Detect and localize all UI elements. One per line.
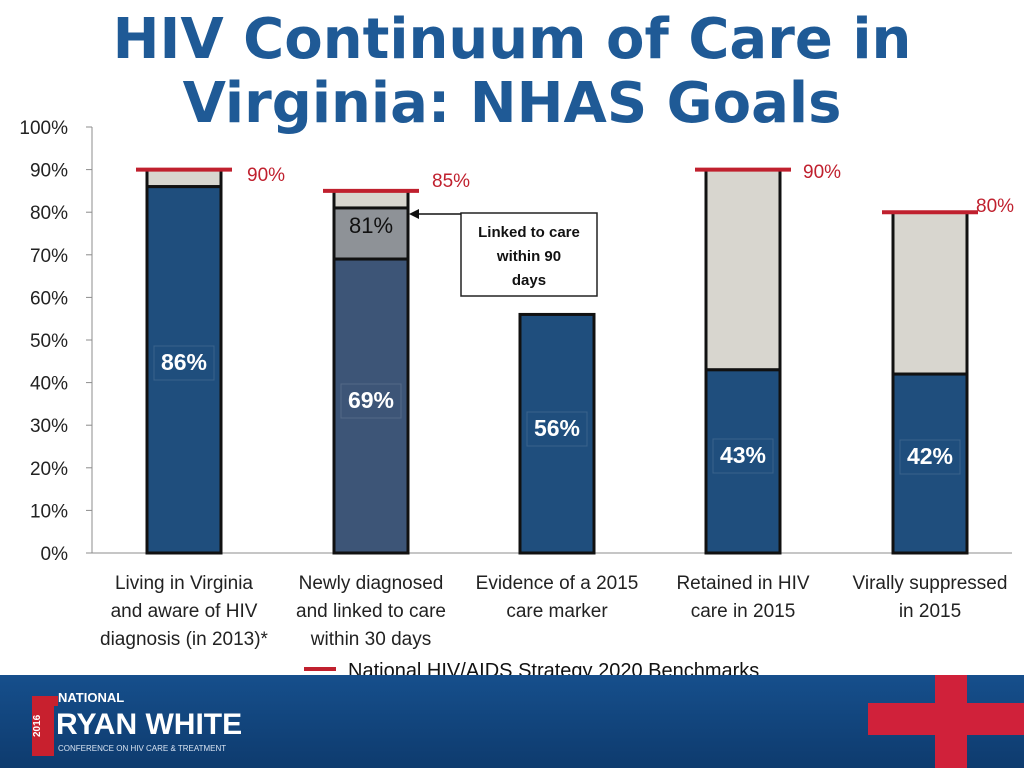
logo-bar-horizontal — [46, 696, 58, 706]
footer-band — [0, 675, 1024, 768]
y-tick-label: 20% — [30, 459, 68, 480]
value-label: 69% — [348, 387, 394, 413]
y-tick-label: 60% — [30, 288, 68, 309]
annotation-line: Linked to care — [478, 224, 580, 241]
value-label: 56% — [534, 415, 580, 441]
annotation-arrow-head — [409, 209, 419, 219]
y-tick-label: 0% — [41, 544, 69, 565]
logo-year: 2016 — [32, 696, 46, 756]
bar-main-segment — [332, 257, 410, 555]
category-label: Virally suppressed — [853, 573, 1008, 594]
y-tick-label: 10% — [30, 501, 68, 522]
category-label: diagnosis (in 2013)* — [100, 629, 269, 650]
annotation-line: days — [512, 272, 546, 289]
y-tick-label: 90% — [30, 161, 68, 182]
category-label: Evidence of a 2015 — [476, 573, 639, 594]
logo-bar-vertical — [46, 696, 54, 756]
ryan-white-logo: 2016 NATIONAL RYAN WHITE CONFERENCE ON H… — [32, 688, 252, 758]
title-line-1: HIV Continuum of Care in — [112, 7, 912, 72]
category-label: within 30 days — [310, 629, 431, 650]
bar-gap-segment — [145, 168, 223, 189]
slide-title: HIV Continuum of Care in Virginia: NHAS … — [0, 8, 1024, 136]
value-label: 86% — [161, 349, 207, 375]
category-label: Living in Virginia — [115, 573, 253, 594]
bar-gap-segment — [891, 210, 969, 376]
value-label: 43% — [720, 442, 766, 468]
decorative-cross-horizontal — [868, 703, 1024, 735]
benchmark-label: 90% — [247, 165, 285, 186]
bar-main-segment — [518, 312, 596, 555]
bar-main-segment — [145, 185, 223, 555]
value-label-box — [340, 383, 402, 419]
value-label-box — [899, 439, 961, 475]
value-label-box — [526, 411, 588, 447]
category-label: Newly diagnosed — [299, 573, 444, 594]
category-label: and linked to care — [296, 601, 446, 622]
category-label: care marker — [506, 601, 608, 622]
logo-sub-text: CONFERENCE ON HIV CARE & TREATMENT — [58, 744, 227, 753]
category-label: Retained in HIV — [676, 573, 809, 594]
category-label: and aware of HIV — [111, 601, 258, 622]
value-label: 42% — [907, 443, 953, 469]
logo-main-text: RYAN WHITE — [56, 708, 243, 741]
bar-gap-segment — [704, 168, 782, 372]
bar-main-segment — [704, 368, 782, 555]
continuum-chart: 0% 10% 20% 30% 40% 50% 60% 70% 80% 90% 100% 86% 81% 6… — [19, 118, 1014, 680]
category-label: care in 2015 — [691, 601, 796, 622]
value-label-box — [712, 438, 774, 474]
y-tick-label: 100% — [19, 118, 68, 139]
extra-segment-label: 81% — [349, 213, 393, 238]
annotation-box — [460, 212, 598, 297]
y-tick-label: 40% — [30, 374, 68, 395]
benchmark-label: 90% — [803, 162, 841, 183]
bar-extra-segment — [332, 206, 410, 261]
benchmark-label: 80% — [976, 196, 1014, 217]
y-tick-label: 50% — [30, 331, 68, 352]
category-label: in 2015 — [899, 601, 961, 622]
title-line-2: Virginia: NHAS Goals — [182, 71, 842, 136]
bar-main-segment — [891, 372, 969, 555]
annotation-line: within 90 — [496, 248, 561, 265]
benchmark-label: 85% — [432, 171, 470, 192]
y-tick-label: 70% — [30, 246, 68, 267]
y-tick-label: 80% — [30, 203, 68, 224]
y-tick-label: 30% — [30, 416, 68, 437]
logo-national-text: NATIONAL — [58, 690, 125, 705]
value-label-box — [153, 345, 215, 381]
